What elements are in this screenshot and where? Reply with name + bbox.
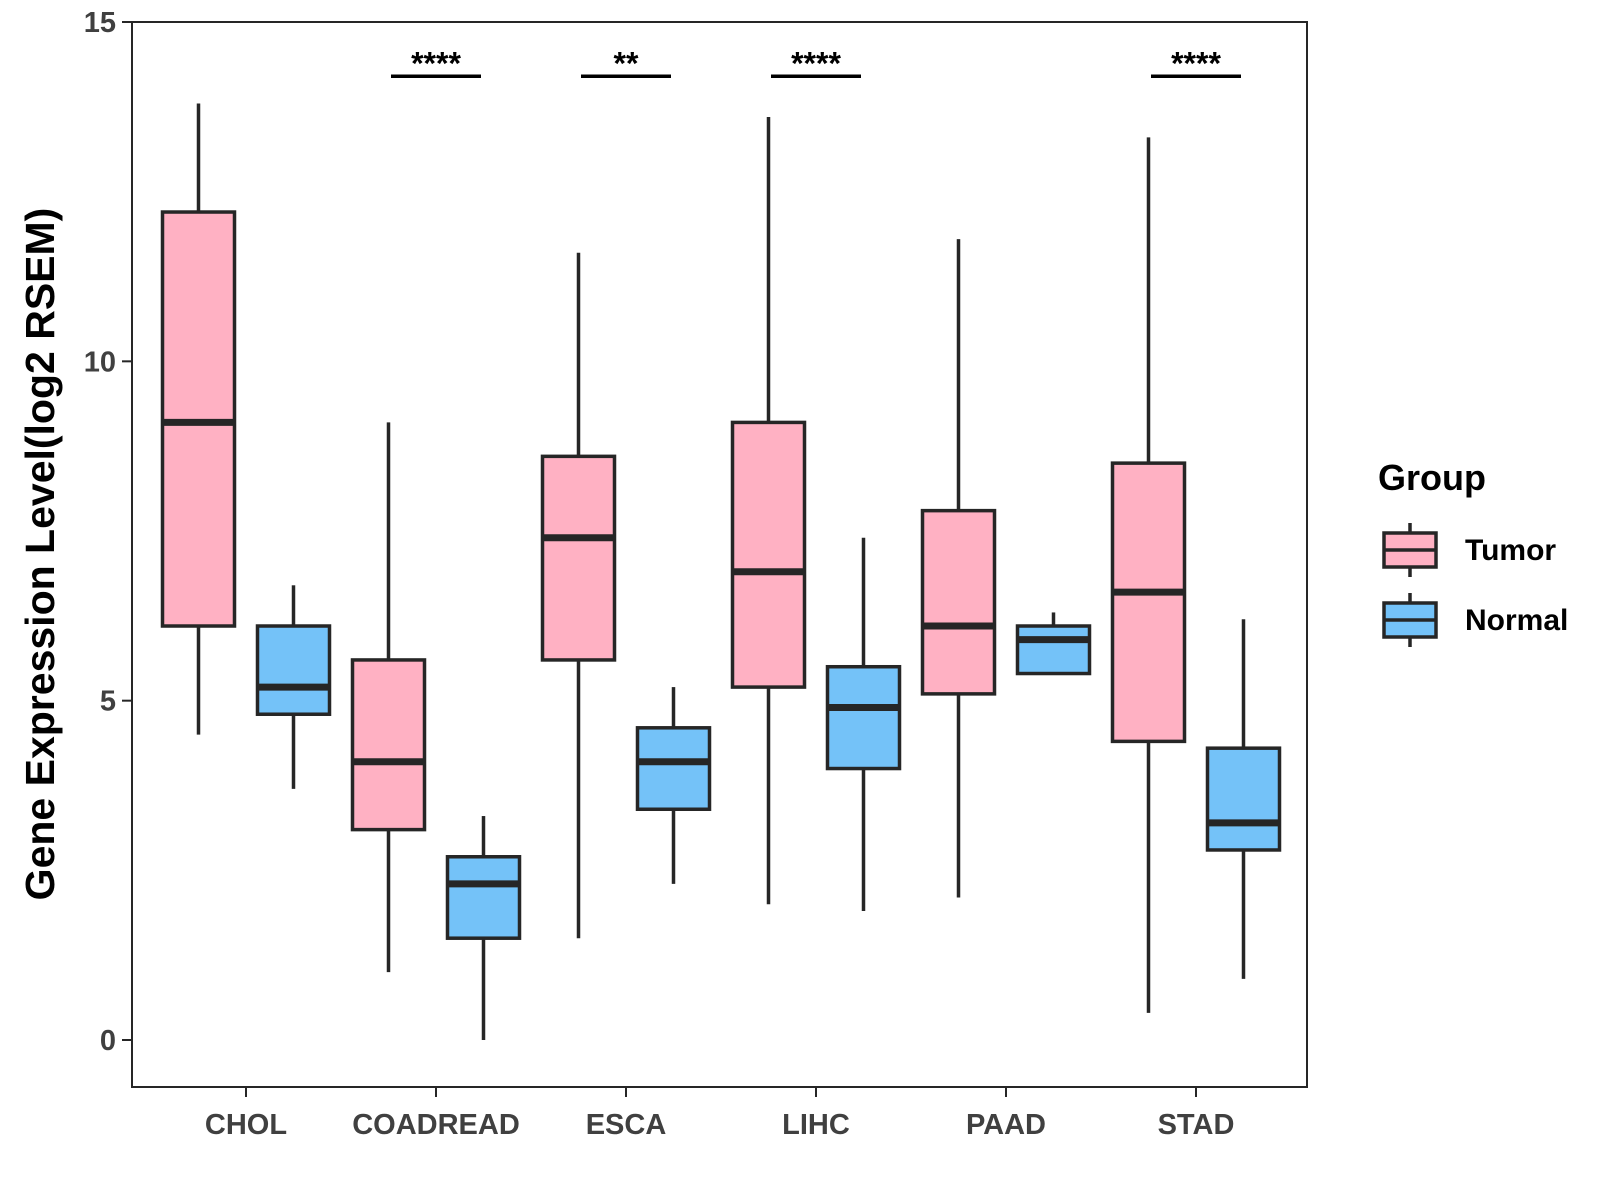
legend: Group Tumor Normal	[1378, 457, 1568, 647]
legend-title: Group	[1378, 457, 1486, 498]
iqr-box	[1015, 624, 1092, 676]
y-tick-label: 0	[100, 1025, 116, 1057]
y-axis: 0 5 10 15	[84, 7, 132, 1057]
box-normal-coadread	[445, 816, 522, 1040]
legend-items: Tumor Normal	[1382, 523, 1568, 647]
iqr-box	[1110, 461, 1187, 744]
y-axis-title: Gene Expression Level(log2 RSEM)	[17, 208, 63, 901]
iqr-box	[1205, 746, 1282, 852]
box-tumor-coadread	[350, 422, 427, 973]
x-tick-label-esca: ESCA	[586, 1109, 667, 1141]
box-tumor-stad	[1110, 137, 1187, 1013]
significance-label: ****	[1171, 45, 1221, 81]
box-normal-paad	[1015, 612, 1092, 676]
boxes-layer	[160, 103, 1282, 1040]
iqr-box	[350, 658, 427, 832]
legend-label-tumor: Tumor	[1465, 534, 1556, 567]
box-tumor-paad	[920, 239, 997, 898]
x-tick-label-chol: CHOL	[205, 1109, 287, 1141]
significance-coadread: ****	[391, 45, 481, 81]
significance-esca: **	[581, 45, 671, 81]
box-normal-lihc	[825, 537, 902, 912]
iqr-box	[255, 624, 332, 716]
significance-stad: ****	[1151, 45, 1241, 81]
box-normal-esca	[635, 687, 712, 884]
iqr-box	[920, 508, 997, 696]
iqr-box	[730, 420, 807, 689]
legend-item-normal: Normal	[1382, 593, 1568, 647]
significance-layer: **** ** **** ****	[391, 45, 1241, 81]
legend-item-tumor: Tumor	[1382, 523, 1556, 577]
y-tick-label: 15	[84, 7, 116, 39]
iqr-box	[445, 855, 522, 940]
box-tumor-lihc	[730, 117, 807, 905]
x-tick-label-lihc: LIHC	[782, 1109, 850, 1141]
iqr-box	[540, 454, 617, 662]
significance-label: ****	[411, 45, 461, 81]
x-axis: CHOL COADREAD ESCA LIHC PAAD STAD	[205, 1087, 1234, 1141]
box-tumor-esca	[540, 252, 617, 939]
y-tick-label: 10	[84, 346, 116, 378]
iqr-box	[635, 726, 712, 812]
significance-label: ****	[791, 45, 841, 81]
significance-lihc: ****	[771, 45, 861, 81]
x-tick-label-stad: STAD	[1158, 1109, 1235, 1141]
plot-panel-border	[131, 21, 1308, 1088]
box-normal-stad	[1205, 619, 1282, 979]
legend-label-normal: Normal	[1465, 604, 1568, 637]
box-normal-chol	[255, 585, 332, 789]
x-tick-label-paad: PAAD	[966, 1109, 1046, 1141]
iqr-box	[825, 664, 902, 771]
y-tick-label: 5	[100, 686, 116, 718]
x-tick-label-coadread: COADREAD	[352, 1109, 520, 1141]
box-tumor-chol	[160, 103, 237, 735]
significance-label: **	[614, 45, 639, 81]
